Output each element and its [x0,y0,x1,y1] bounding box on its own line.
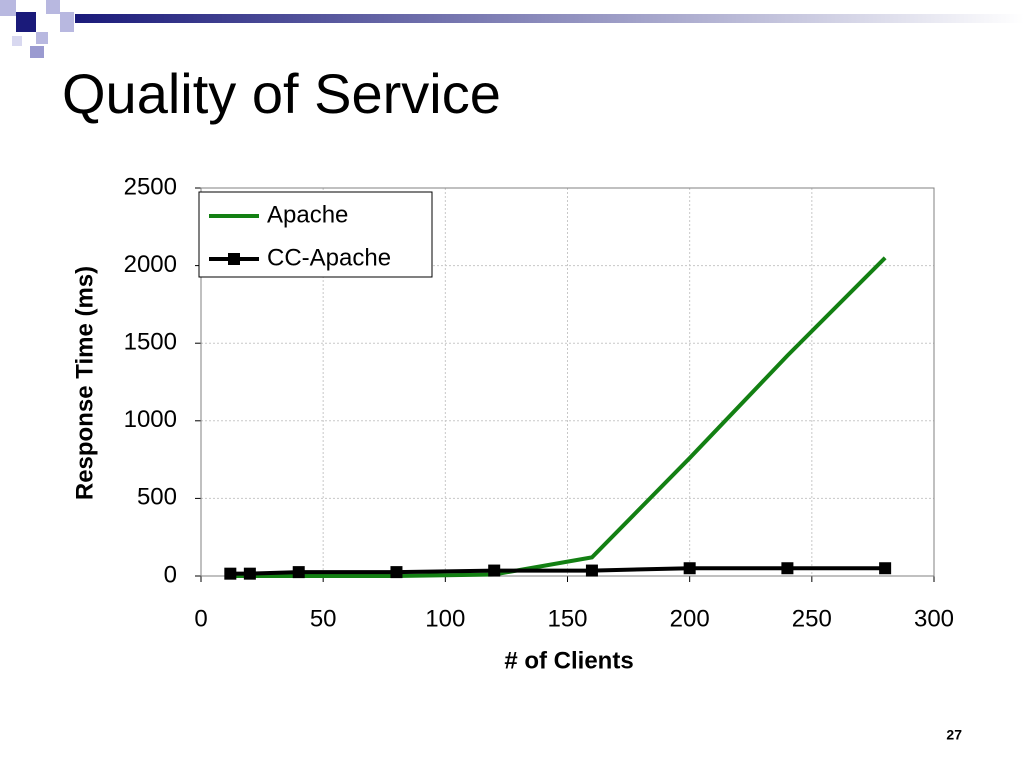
plot: 0 500 1000 1500 2000 2500 0 50 100 150 200 250 300 Ap… [124,173,954,632]
series-marker [488,564,501,577]
legend-label: CC-Apache [267,244,391,271]
legend: Apache CC-Apache [198,191,433,278]
y-tick-label: 1500 [124,329,177,356]
series-marker [879,562,892,575]
series-marker [292,566,305,579]
legend-label: Apache [267,201,348,228]
x-tick-label: 0 [194,605,207,632]
series-marker [585,564,598,577]
series-marker [243,567,256,580]
x-tick-label: 50 [310,605,337,632]
series-marker [390,566,403,579]
slide-decoration [0,0,1024,58]
x-tick-label: 100 [425,605,465,632]
page-number: 27 [946,727,962,743]
x-tick-label: 300 [914,605,954,632]
x-axis-label: # of Clients [504,647,633,674]
y-tick-label: 2000 [124,251,177,278]
y-tick-label: 2500 [124,173,177,200]
y-tick-label: 500 [137,484,177,511]
y-tick-label: 1000 [124,406,177,433]
y-tick-label: 0 [164,561,177,588]
y-axis-label: Response Time (ms) [71,266,98,500]
x-tick-label: 250 [792,605,832,632]
series-marker [781,562,794,575]
legend-marker [228,253,240,265]
series-marker [224,567,237,580]
plot-frame [200,187,935,577]
series-line [230,256,887,578]
x-tick-label: 150 [547,605,587,632]
x-tick-label: 200 [670,605,710,632]
slide-title: Quality of Service [62,62,501,125]
series-marker [683,562,696,575]
